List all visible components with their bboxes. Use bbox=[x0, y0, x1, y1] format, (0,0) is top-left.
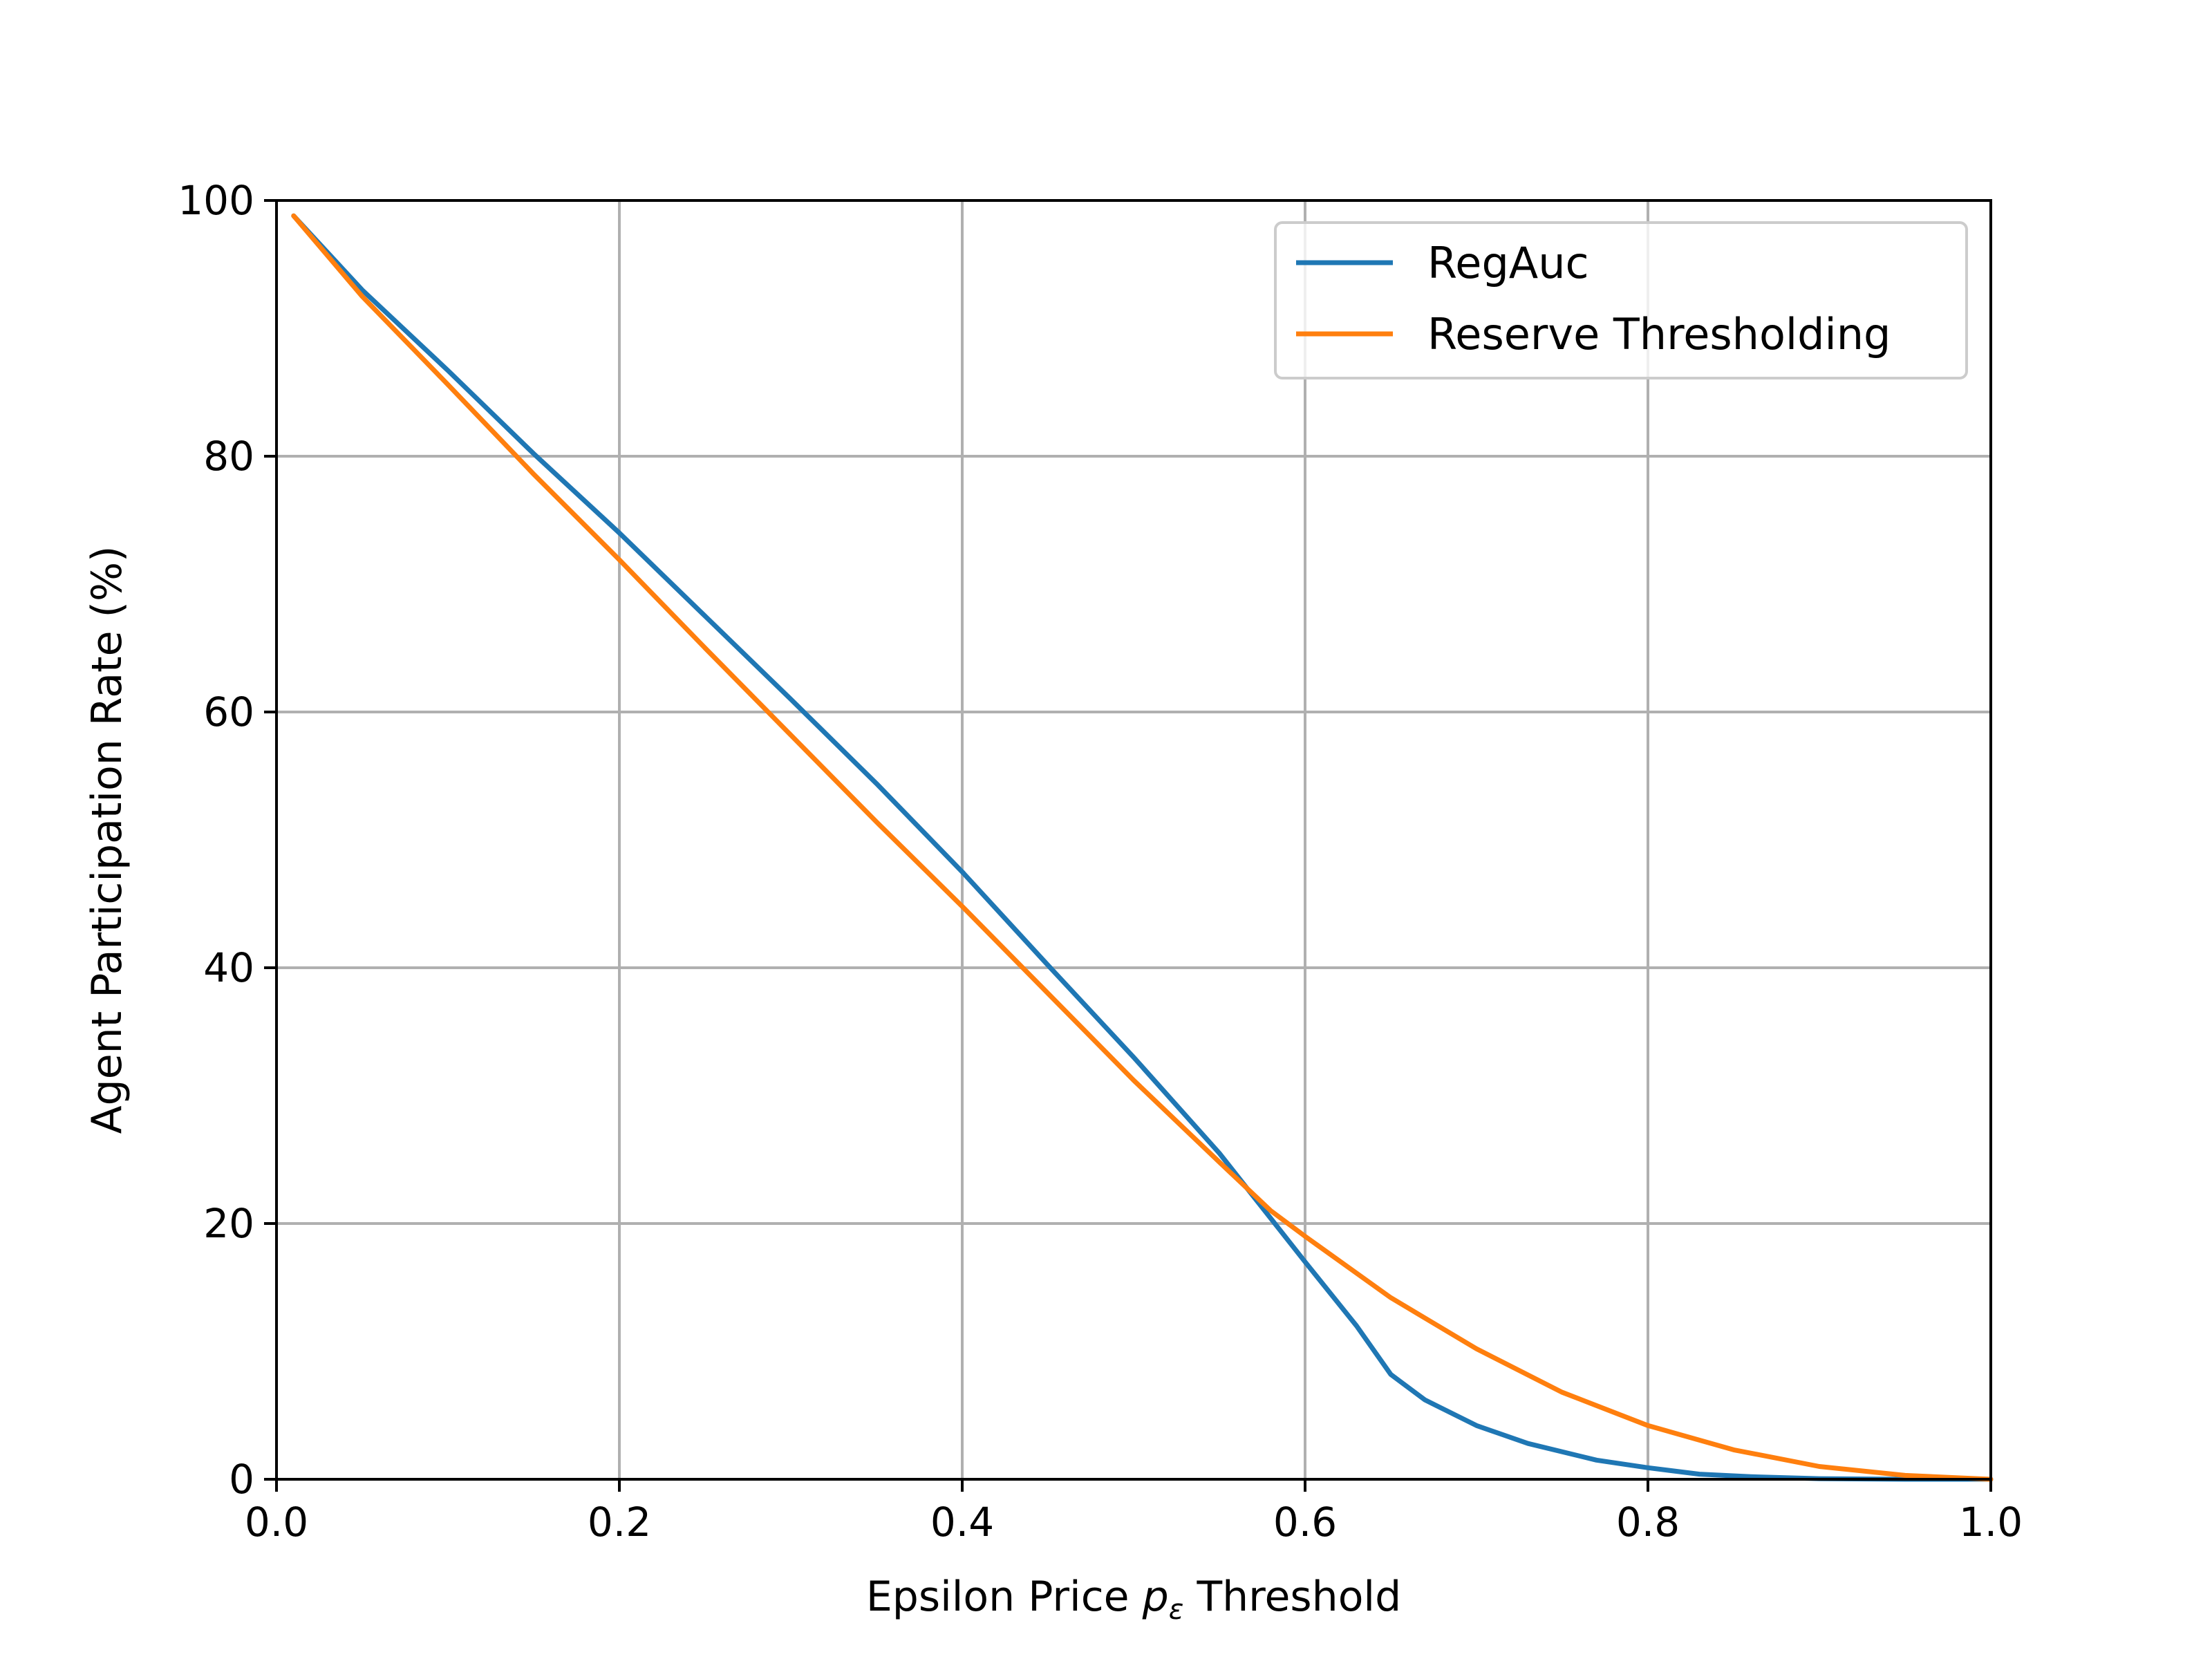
legend-label-reserve-thresholding: Reserve Thresholding bbox=[1427, 309, 1891, 359]
x-tick-label: 0.4 bbox=[930, 1499, 994, 1546]
y-axis-label: Agent Participation Rate (%) bbox=[83, 546, 131, 1134]
y-tick-label: 100 bbox=[178, 177, 254, 224]
axes-frame bbox=[275, 199, 1992, 1481]
plot-area bbox=[276, 200, 1991, 1479]
series-layer bbox=[291, 213, 1994, 1482]
x-tick-label: 1.0 bbox=[1959, 1499, 2023, 1546]
y-tick-label: 60 bbox=[203, 688, 254, 735]
y-tick-label: 20 bbox=[203, 1200, 254, 1247]
x-axis-label-before: Epsilon Price bbox=[866, 1573, 1143, 1621]
y-tick-label: 80 bbox=[203, 433, 254, 480]
x-tick-labels: 0.0 0.2 0.4 0.6 0.8 1.0 bbox=[245, 1499, 2023, 1546]
series-line-reserve-thresholding bbox=[291, 213, 1994, 1482]
legend-label-regauc: RegAuc bbox=[1427, 238, 1589, 288]
y-tick-label: 0 bbox=[229, 1456, 254, 1503]
x-tick-label: 0.6 bbox=[1273, 1499, 1337, 1546]
y-tick-label: 40 bbox=[203, 944, 254, 991]
x-axis-label-variable: p bbox=[1142, 1573, 1169, 1621]
grid-lines bbox=[275, 199, 1992, 1481]
series-line-regauc bbox=[291, 213, 1994, 1482]
legend: RegAuc Reserve Thresholding bbox=[1274, 221, 1968, 379]
y-tick-labels: 0 20 40 60 80 100 bbox=[178, 177, 254, 1503]
legend-box bbox=[1274, 221, 1968, 379]
x-tick-label: 0.2 bbox=[588, 1499, 651, 1546]
x-axis-label: Epsilon Price pε Threshold bbox=[866, 1573, 1401, 1626]
x-tick-label: 0.0 bbox=[245, 1499, 308, 1546]
x-axis-label-subscript: ε bbox=[1169, 1594, 1184, 1626]
x-tick-label: 0.8 bbox=[1616, 1499, 1680, 1546]
tick-marks bbox=[264, 199, 1992, 1492]
x-axis-label-after: Threshold bbox=[1183, 1573, 1401, 1621]
